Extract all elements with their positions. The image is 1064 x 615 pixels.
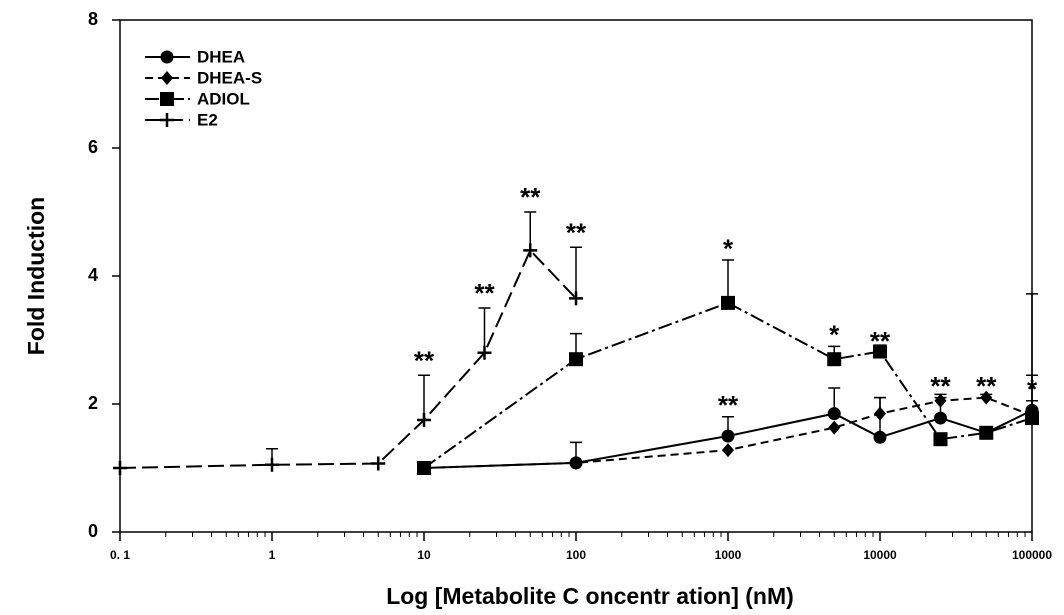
marker [828,420,841,435]
annotation: ** [474,278,495,308]
marker [933,411,947,425]
series-line [423,409,1033,469]
marker [417,413,431,427]
x-tick-label: 100000 [1012,548,1052,562]
error-bar [478,307,491,353]
marker [873,344,887,359]
annotation: * [723,233,734,263]
annotation: ** [870,326,891,356]
legend-label: E2 [197,110,218,129]
marker [569,352,583,367]
marker [523,243,538,258]
marker [417,461,431,475]
marker [980,390,993,405]
marker [113,461,127,475]
marker [721,295,735,310]
y-axis-label: Fold Induction [23,197,49,355]
error-bar [418,374,430,420]
y-tick-label: 6 [88,137,98,157]
marker [827,407,841,421]
marker [569,291,583,306]
marker [721,429,735,443]
marker [160,50,174,64]
legend-label: DHEA [197,47,245,66]
marker [570,455,582,470]
y-tick-label: 4 [88,265,98,285]
marker [477,345,492,360]
annotation: ** [718,390,739,420]
marker [1025,411,1039,426]
series-line [119,248,577,469]
x-axis-label: Log [Metabolite C oncentr ation] (nM) [386,583,794,609]
y-tick-label: 8 [88,9,98,29]
marker [722,443,734,458]
marker [161,71,173,85]
marker [265,457,279,472]
x-tick-label: 1 [269,548,276,562]
marker [371,456,386,471]
marker [934,393,947,408]
x-tick-label: 100 [566,548,586,562]
annotation: ** [976,371,997,401]
series [417,259,1039,475]
annotation: ** [520,182,541,212]
error-bar [722,259,734,303]
marker [933,432,948,447]
annotation: ** [930,371,951,401]
legend-label: DHEA-S [197,68,262,87]
marker [873,430,887,444]
annotation: ** [566,217,587,247]
error-bar [570,246,582,299]
marker [160,113,174,127]
x-tick-label: 10000 [863,548,897,562]
annotation: * [829,320,840,350]
series-line [423,301,1033,469]
y-tick-label: 2 [88,393,98,413]
annotation: ** [414,345,435,375]
series-line [423,396,1033,469]
y-tick-label: 0 [88,521,98,541]
x-tick-label: 10 [417,548,431,562]
series [113,211,583,475]
x-tick-label: 1000 [715,548,742,562]
legend-label: ADIOL [197,89,250,108]
marker [160,92,174,106]
annotation: * [1027,374,1038,404]
marker [827,352,842,367]
x-tick-label: 0. 1 [110,548,130,562]
marker [979,425,994,440]
marker [874,406,886,421]
